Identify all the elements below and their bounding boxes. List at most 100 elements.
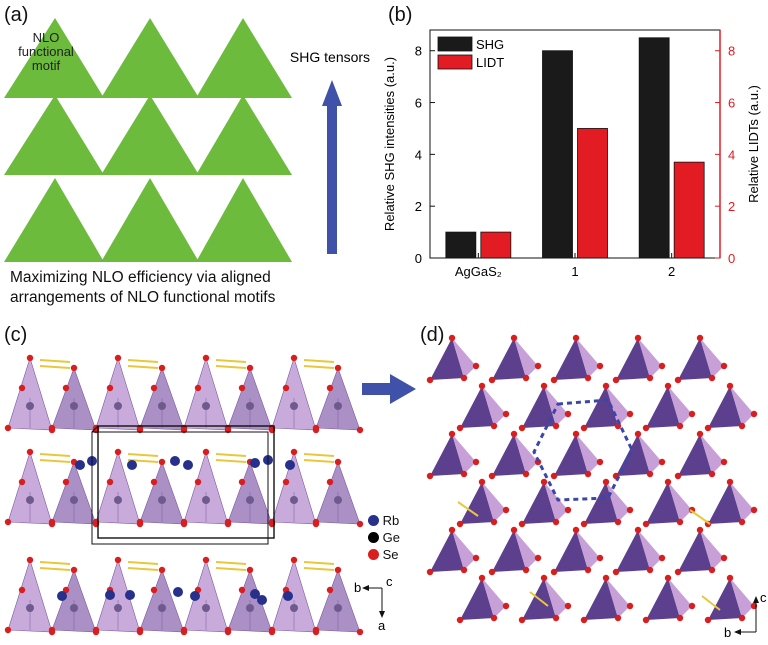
tetra-face-light	[544, 482, 568, 522]
tetra-face-light	[452, 434, 476, 474]
se-atom	[688, 602, 696, 610]
se-atom	[518, 424, 526, 432]
se-atom	[472, 554, 480, 562]
rb-atom	[170, 456, 180, 466]
se-atom	[676, 422, 684, 430]
ge-atom	[290, 604, 298, 612]
se-atom	[738, 614, 746, 622]
tetrahedron	[7, 356, 53, 431]
ge-atom	[70, 496, 78, 504]
ge-atom	[202, 496, 210, 504]
tetra-face-dark	[678, 530, 712, 572]
tetra-face-dark	[554, 338, 588, 380]
se-atom	[580, 616, 588, 624]
se-atom	[158, 566, 166, 574]
tetra-unit	[642, 574, 696, 624]
se-se-bond	[215, 359, 247, 363]
tetra-unit	[674, 526, 728, 576]
se-atom	[456, 616, 464, 624]
se-atom	[612, 376, 620, 384]
se-atom	[312, 626, 320, 634]
motif-label-line3: motif	[32, 58, 61, 73]
se-se-bond	[303, 453, 335, 457]
rb-atom	[125, 590, 135, 600]
se-atom	[448, 334, 456, 342]
se-atom	[158, 458, 166, 466]
se-atom	[534, 362, 542, 370]
ge-atom	[26, 402, 34, 410]
se-atom	[472, 458, 480, 466]
se-atom	[478, 574, 486, 582]
se-atom	[550, 376, 558, 384]
y-tick-label-1: 2	[415, 199, 422, 214]
se-atom	[552, 614, 560, 622]
tetra-face-light	[700, 434, 724, 474]
tetra-face-light	[668, 578, 692, 618]
se-atom	[518, 616, 526, 624]
se-se-bond	[303, 561, 335, 565]
se-atom	[150, 384, 158, 392]
legend-item-ge: Ge	[368, 529, 400, 546]
se-atom	[18, 384, 26, 392]
rb-atom	[257, 595, 267, 605]
se-atom	[674, 472, 682, 480]
se-atom	[522, 374, 530, 382]
se-atom	[664, 382, 672, 390]
se-atom	[426, 568, 434, 576]
rb-atom	[285, 460, 295, 470]
se-atom	[238, 586, 246, 594]
tetra-face-light	[452, 338, 476, 378]
se-se-bond	[215, 561, 247, 565]
se-atom	[664, 478, 672, 486]
tetra-face-dark	[492, 434, 526, 476]
se-atom	[596, 458, 604, 466]
se-atom	[62, 384, 70, 392]
se-se-bond	[303, 365, 335, 369]
tetra-layer-1	[4, 448, 364, 528]
ge-atom	[158, 604, 166, 612]
tetra-unit	[550, 526, 604, 576]
tetra-face-dark	[460, 578, 494, 620]
se-atom	[626, 506, 634, 514]
se-atom	[580, 520, 588, 528]
se-se-bond	[39, 561, 71, 565]
ge-atom	[114, 402, 122, 410]
se-atom	[48, 626, 56, 634]
panel-d-label: (d)	[420, 324, 445, 346]
y-tick-label-3: 6	[415, 96, 422, 111]
se-se-bond	[457, 501, 479, 517]
se-atom	[584, 470, 592, 478]
ge-atom	[114, 604, 122, 612]
tetrahedron	[7, 558, 53, 633]
tetra-face-dark	[584, 482, 618, 524]
tetra-unit	[674, 430, 728, 480]
tetra-face-dark	[492, 530, 526, 572]
se-atom	[726, 574, 734, 582]
se-atom	[540, 382, 548, 390]
se-atom	[62, 478, 70, 486]
se-atom	[612, 568, 620, 576]
ge-atom	[26, 496, 34, 504]
y-tick-label-4: 8	[415, 44, 422, 59]
tetra-face-light	[514, 338, 538, 378]
se-atom	[326, 478, 334, 486]
se-atom	[708, 566, 716, 574]
se-atom	[488, 568, 496, 576]
tetra-unit	[456, 574, 510, 624]
se-atom	[456, 520, 464, 528]
se-atom	[150, 478, 158, 486]
se-atom	[658, 458, 666, 466]
se-atom	[564, 410, 572, 418]
se-atom	[550, 568, 558, 576]
legend-item-se: Se	[368, 546, 400, 563]
tetra-unit	[612, 526, 666, 576]
se-atom	[18, 586, 26, 594]
se-atom	[268, 626, 276, 634]
tetra-layer-2	[4, 556, 364, 636]
se-atom	[488, 376, 496, 384]
se-atom	[696, 526, 704, 534]
tetra-face-light	[482, 482, 506, 522]
se-atom	[596, 362, 604, 370]
rb-atom	[283, 591, 293, 601]
tetra-face-light	[638, 338, 662, 378]
